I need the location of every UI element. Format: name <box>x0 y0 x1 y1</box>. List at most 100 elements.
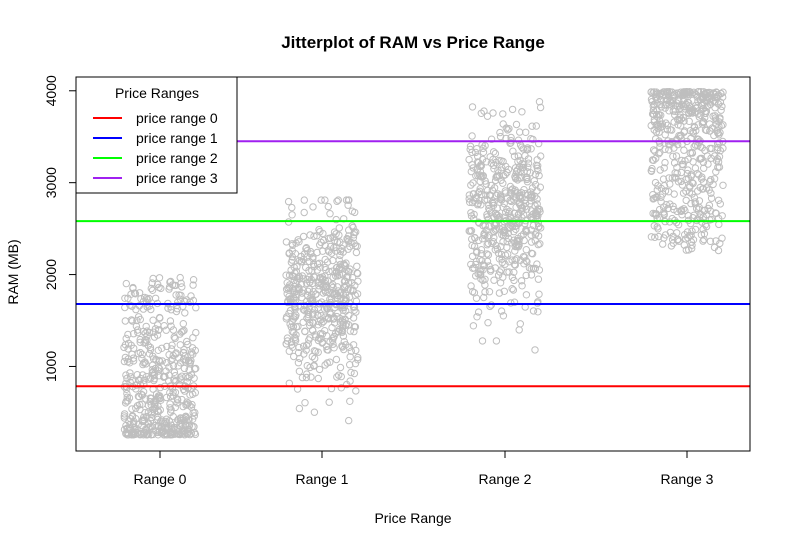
data-point <box>500 199 508 208</box>
data-point <box>120 343 128 352</box>
data-point <box>329 233 337 241</box>
data-point <box>321 255 329 264</box>
data-point <box>166 392 175 401</box>
data-point <box>300 208 308 217</box>
data-point <box>151 364 160 373</box>
data-point <box>719 121 727 129</box>
data-point <box>295 404 304 413</box>
data-point <box>323 359 331 367</box>
data-point <box>702 222 711 231</box>
data-point <box>704 160 712 168</box>
data-point <box>483 241 491 249</box>
data-point <box>333 283 342 291</box>
data-point <box>470 289 479 297</box>
data-point <box>703 89 711 97</box>
data-point <box>688 178 696 187</box>
data-point <box>126 369 134 377</box>
data-point <box>332 355 341 364</box>
data-point <box>171 403 180 412</box>
data-point <box>301 327 309 336</box>
data-point <box>495 289 504 297</box>
data-point <box>166 317 175 325</box>
data-point <box>655 128 663 136</box>
data-point <box>328 267 337 275</box>
data-point <box>474 270 482 278</box>
data-point <box>690 123 699 132</box>
data-point <box>291 305 299 313</box>
data-point <box>133 371 142 379</box>
data-point <box>525 264 534 272</box>
data-point <box>292 279 300 287</box>
legend-label: price range 0 <box>136 110 218 126</box>
data-point <box>305 257 313 266</box>
data-point <box>480 196 489 204</box>
data-point <box>336 314 344 323</box>
data-point <box>174 416 182 424</box>
data-point <box>670 190 678 198</box>
data-point <box>132 415 140 423</box>
data-point <box>700 99 708 107</box>
data-point <box>531 231 540 239</box>
data-point <box>188 423 196 431</box>
data-point <box>132 322 141 330</box>
data-point <box>657 111 665 119</box>
data-point <box>706 96 714 104</box>
data-point <box>288 256 296 264</box>
data-point <box>180 387 189 395</box>
data-point <box>189 334 197 342</box>
data-point <box>335 256 343 264</box>
data-point <box>668 88 676 96</box>
data-point <box>315 365 324 374</box>
data-point <box>495 255 504 263</box>
data-point <box>305 273 314 281</box>
data-point <box>536 103 545 112</box>
data-point <box>299 232 308 241</box>
data-point <box>330 344 338 352</box>
data-point <box>512 170 520 179</box>
data-point <box>509 286 518 294</box>
data-point <box>298 272 306 280</box>
data-point <box>129 330 138 338</box>
data-point <box>533 187 541 195</box>
x-tick-label: Range 1 <box>296 471 349 487</box>
data-point <box>685 188 694 197</box>
data-point <box>306 231 314 239</box>
data-point <box>478 337 487 345</box>
data-point <box>701 146 709 155</box>
data-point <box>511 247 519 255</box>
data-point <box>350 369 359 378</box>
data-point <box>527 271 536 279</box>
data-point <box>677 115 685 123</box>
data-point <box>530 177 538 185</box>
data-point <box>139 371 147 379</box>
legend: Price Ranges price range 0 price range 1 p… <box>75 76 238 194</box>
data-point <box>499 203 507 212</box>
data-point <box>346 327 354 335</box>
data-point <box>324 346 332 354</box>
data-point <box>306 363 314 372</box>
data-point <box>299 342 308 350</box>
data-point <box>479 148 488 157</box>
data-point <box>507 139 515 147</box>
data-point <box>510 276 518 285</box>
data-point <box>347 286 355 294</box>
data-point <box>673 207 681 216</box>
data-point <box>666 200 674 208</box>
data-point <box>666 97 674 106</box>
data-point <box>352 387 360 395</box>
data-point <box>510 236 518 244</box>
data-point <box>493 204 502 212</box>
data-point <box>518 108 526 116</box>
data-point <box>123 374 131 383</box>
data-point <box>477 270 485 278</box>
data-point <box>351 208 359 217</box>
y-tick-label: 1000 <box>43 351 59 382</box>
data-point <box>649 89 657 97</box>
data-point <box>150 333 159 341</box>
data-point <box>677 207 685 216</box>
data-point <box>508 285 516 293</box>
data-point <box>326 242 335 251</box>
data-point <box>517 277 526 285</box>
data-point <box>350 327 358 336</box>
data-point <box>699 237 707 245</box>
